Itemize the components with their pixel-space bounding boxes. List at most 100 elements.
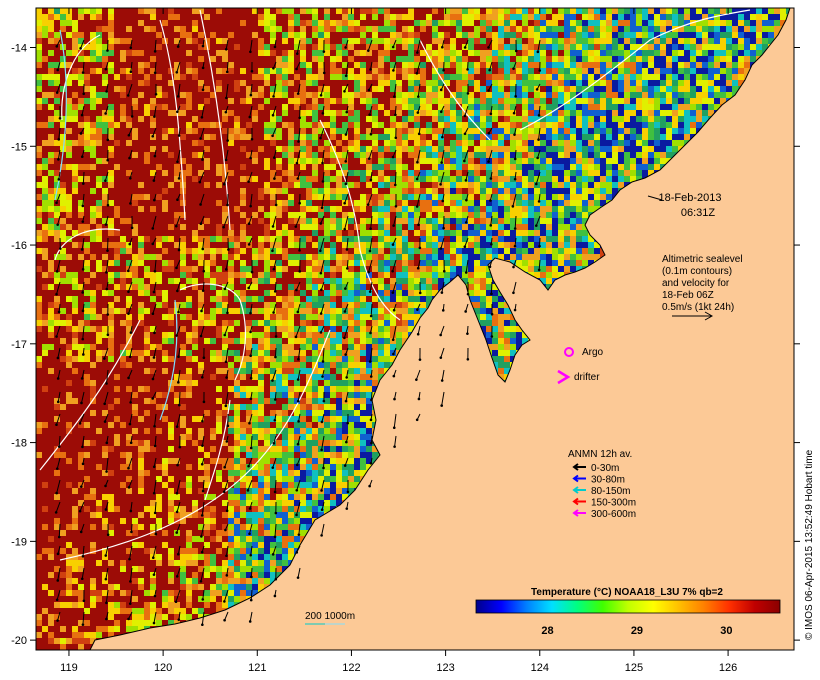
- sst-cell: [108, 314, 114, 320]
- sst-cell: [522, 14, 528, 20]
- sst-cell: [690, 92, 696, 98]
- sst-cell: [498, 146, 504, 152]
- sst-cell: [444, 32, 450, 38]
- sst-cell: [582, 230, 588, 236]
- sst-cell: [204, 236, 210, 242]
- sst-cell: [42, 272, 48, 278]
- sst-cell: [600, 116, 606, 122]
- sst-cell: [612, 68, 618, 74]
- sst-cell: [342, 188, 348, 194]
- sst-cell: [318, 236, 324, 242]
- sst-cell: [474, 122, 480, 128]
- sst-cell: [474, 272, 480, 278]
- sst-cell: [258, 104, 264, 110]
- sst-cell: [66, 74, 72, 80]
- sst-cell: [492, 188, 498, 194]
- sst-cell: [216, 296, 222, 302]
- sst-cell: [312, 44, 318, 50]
- sst-cell: [438, 44, 444, 50]
- sst-cell: [558, 230, 564, 236]
- sst-cell: [252, 176, 258, 182]
- sst-cell: [498, 248, 504, 254]
- sst-cell: [312, 122, 318, 128]
- sst-cell: [504, 194, 510, 200]
- sst-cell: [348, 68, 354, 74]
- sst-cell: [480, 326, 486, 332]
- sst-cell: [618, 50, 624, 56]
- sst-cell: [588, 92, 594, 98]
- sst-cell: [666, 20, 672, 26]
- sst-cell: [672, 110, 678, 116]
- sst-cell: [486, 134, 492, 140]
- sst-cell: [516, 206, 522, 212]
- sst-cell: [540, 272, 546, 278]
- sst-cell: [534, 14, 540, 20]
- sst-cell: [324, 32, 330, 38]
- sst-cell: [630, 152, 636, 158]
- sst-cell: [534, 218, 540, 224]
- sst-cell: [60, 140, 66, 146]
- sst-cell: [696, 56, 702, 62]
- sst-cell: [84, 98, 90, 104]
- sst-cell: [426, 230, 432, 236]
- sst-cell: [60, 122, 66, 128]
- sst-cell: [720, 14, 726, 20]
- sst-cell: [600, 194, 606, 200]
- sst-cell: [570, 116, 576, 122]
- sst-cell: [582, 248, 588, 254]
- sst-cell: [378, 62, 384, 68]
- sst-cell: [408, 176, 414, 182]
- sst-cell: [312, 254, 318, 260]
- sst-cell: [612, 158, 618, 164]
- sst-cell: [480, 272, 486, 278]
- sst-cell: [414, 152, 420, 158]
- sst-cell: [456, 212, 462, 218]
- sst-cell: [528, 110, 534, 116]
- sst-cell: [648, 158, 654, 164]
- sst-cell: [42, 224, 48, 230]
- sst-cell: [600, 170, 606, 176]
- sst-cell: [432, 32, 438, 38]
- sst-cell: [42, 230, 48, 236]
- sst-cell: [318, 188, 324, 194]
- sst-cell: [510, 134, 516, 140]
- sst-cell: [570, 68, 576, 74]
- sst-cell: [456, 68, 462, 74]
- sst-cell: [654, 92, 660, 98]
- sst-cell: [498, 32, 504, 38]
- sst-cell: [684, 20, 690, 26]
- sst-cell: [510, 176, 516, 182]
- sst-cell: [186, 98, 192, 104]
- sst-cell: [522, 254, 528, 260]
- sst-cell: [444, 104, 450, 110]
- sst-cell: [342, 26, 348, 32]
- sst-cell: [420, 260, 426, 266]
- sst-cell: [456, 260, 462, 266]
- sst-cell: [84, 308, 90, 314]
- sst-cell: [456, 206, 462, 212]
- sst-cell: [150, 14, 156, 20]
- sst-cell: [258, 68, 264, 74]
- sst-cell: [378, 26, 384, 32]
- sst-cell: [528, 56, 534, 62]
- sst-cell: [720, 86, 726, 92]
- sst-cell: [522, 98, 528, 104]
- sst-cell: [648, 152, 654, 158]
- sst-cell: [330, 56, 336, 62]
- sst-cell: [462, 254, 468, 260]
- sst-cell: [228, 284, 234, 290]
- sst-cell: [498, 242, 504, 248]
- sst-cell: [636, 98, 642, 104]
- sst-cell: [102, 194, 108, 200]
- sst-cell: [312, 92, 318, 98]
- sst-cell: [636, 128, 642, 134]
- sst-cell: [240, 230, 246, 236]
- sst-cell: [654, 104, 660, 110]
- sst-cell: [36, 44, 42, 50]
- sst-cell: [252, 296, 258, 302]
- sst-cell: [288, 212, 294, 218]
- sst-cell: [552, 38, 558, 44]
- sst-cell: [558, 176, 564, 182]
- sst-cell: [330, 296, 336, 302]
- sst-cell: [726, 62, 732, 68]
